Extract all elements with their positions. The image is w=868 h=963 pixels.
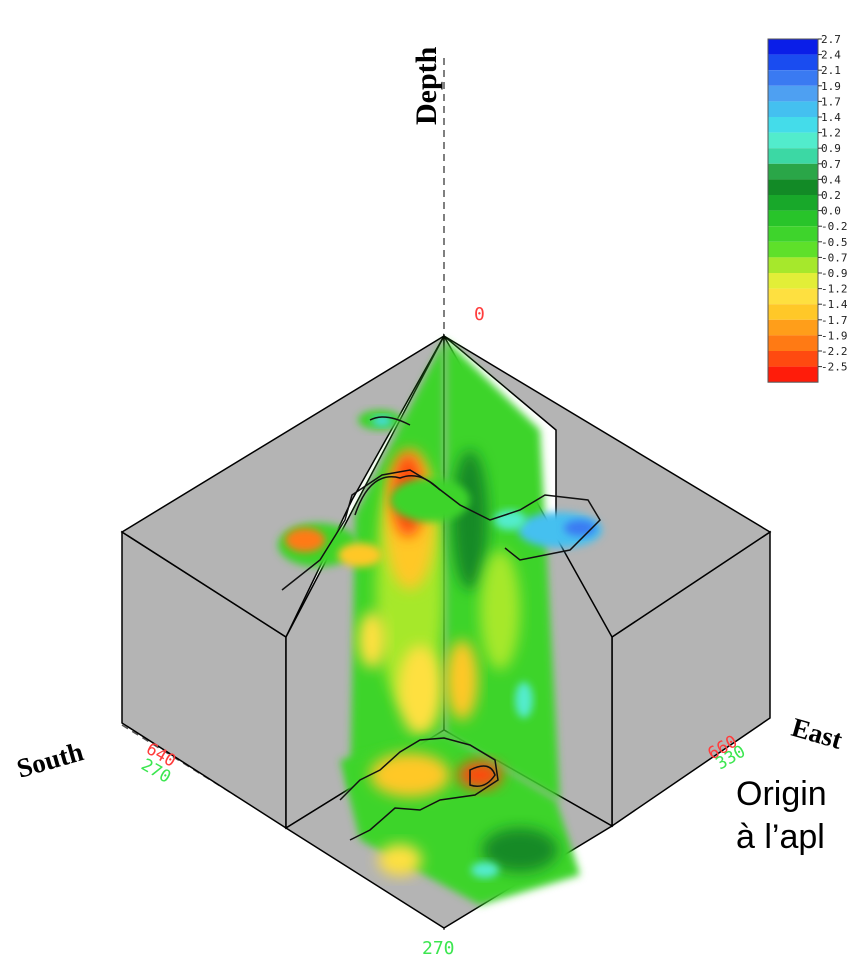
colorbar-label: -2.2 xyxy=(821,345,848,358)
colorbar-swatch xyxy=(768,195,818,211)
bottom-tick: 270 xyxy=(422,938,455,959)
colorbar-label: 0.0 xyxy=(821,205,841,218)
colorbar-label: -0.7 xyxy=(821,251,848,264)
colorbar-swatch xyxy=(768,226,818,242)
colorbar-swatch xyxy=(768,257,818,273)
colorbar-swatch xyxy=(768,54,818,71)
colorbar-swatch xyxy=(768,70,818,86)
colorbar-swatch xyxy=(768,366,818,383)
colorbar-label: 2.4 xyxy=(821,49,841,62)
colorbar-swatch xyxy=(768,241,818,258)
caption-line-1: Origin xyxy=(736,775,827,813)
colorbar-label: 1.9 xyxy=(821,80,841,93)
colorbar-label: 2.1 xyxy=(821,64,841,77)
colorbar-label: 0.2 xyxy=(821,189,841,202)
coastline-outlines xyxy=(281,416,601,841)
colorbar-label: -2.5 xyxy=(821,361,848,374)
colorbar-swatch xyxy=(768,335,818,351)
colorbar-swatch xyxy=(768,319,818,336)
colorbar-label: -1.2 xyxy=(821,283,848,296)
colorbar-label: -0.9 xyxy=(821,267,848,280)
colorbar-swatch xyxy=(768,39,818,55)
colorbar-swatch xyxy=(768,273,818,289)
colorbar-swatch xyxy=(768,101,818,117)
colorbar-label: 1.7 xyxy=(821,95,841,108)
colorbar-label: 1.4 xyxy=(821,111,841,124)
colorbar-swatch xyxy=(768,85,818,102)
colorbar-legend: 2.7 2.4 2.1 1.9 1.7 1.4 1.2 0.9 0.7 0.4 0.2 0.0 -0.2… xyxy=(767,33,848,383)
colorbar-swatch xyxy=(768,132,818,149)
depth-axis-label: Depth xyxy=(410,46,443,125)
colorbar-swatch xyxy=(768,288,818,305)
south-axis-label: South xyxy=(13,736,86,783)
colorbar-label: -1.4 xyxy=(821,298,848,311)
colorbar-label: -0.2 xyxy=(821,220,848,233)
colorbar-swatch xyxy=(768,148,818,164)
colorbar-label: 0.4 xyxy=(821,173,841,186)
caption-line-2: à l’apl xyxy=(736,818,825,856)
cube-top-face xyxy=(120,334,772,639)
top-zero-tick: 0 xyxy=(474,304,485,325)
colorbar-label: 1.2 xyxy=(821,127,841,140)
east-axis-label: East xyxy=(788,712,845,755)
colorbar-label: -0.5 xyxy=(821,236,848,249)
colorbar-swatch xyxy=(768,351,818,367)
anomaly-right-section xyxy=(446,340,560,800)
colorbar-label: 0.9 xyxy=(821,142,841,155)
colorbar-label: 0.7 xyxy=(821,158,841,171)
colorbar-label: -1.7 xyxy=(821,314,848,327)
colorbar-label: -1.9 xyxy=(821,329,848,342)
anomaly-floor xyxy=(340,732,580,905)
colorbar-swatch xyxy=(768,163,818,180)
colorbar-label: 2.7 xyxy=(821,33,841,46)
colorbar-swatch xyxy=(768,304,818,320)
anomaly-left-section xyxy=(350,340,444,790)
colorbar-swatch xyxy=(768,210,818,227)
colorbar-swatch xyxy=(768,179,818,195)
colorbar-swatch xyxy=(768,117,818,133)
